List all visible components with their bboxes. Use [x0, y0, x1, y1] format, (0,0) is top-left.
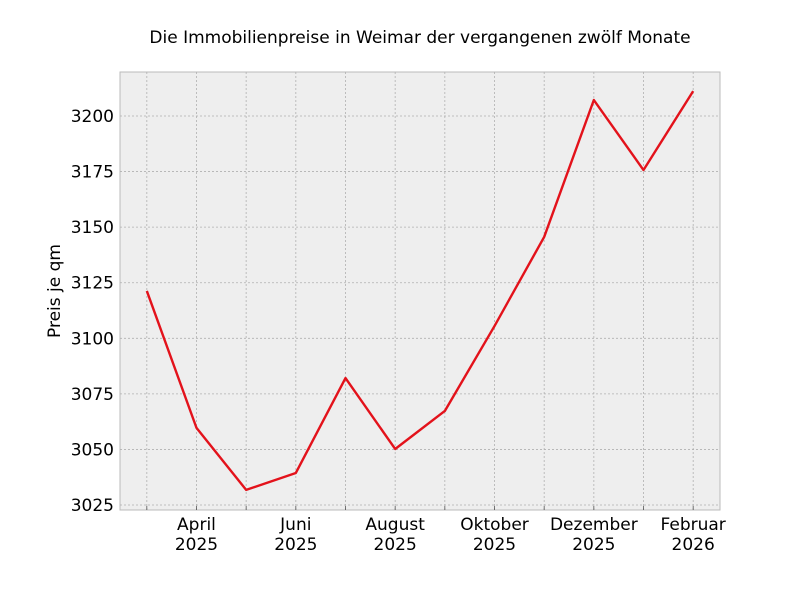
x-tick-label: Oktober	[460, 515, 529, 535]
x-tick-label-year: 2025	[175, 535, 218, 555]
y-axis-label: Preis je qm	[45, 244, 65, 338]
y-tick-label: 3025	[71, 496, 114, 516]
y-tick-label: 3175	[71, 163, 114, 183]
y-tick-label: 3150	[71, 218, 114, 238]
y-tick-label: 3125	[71, 274, 114, 294]
x-tick-label: April	[177, 515, 216, 535]
x-tick-label-year: 2025	[274, 535, 317, 555]
y-tick-label: 3050	[71, 440, 114, 460]
y-tick-label: 3075	[71, 385, 114, 405]
x-tick-label: Juni	[279, 515, 311, 535]
x-tick-label-year: 2026	[672, 535, 715, 555]
chart-title: Die Immobilienpreise in Weimar der verga…	[149, 28, 690, 48]
x-tick-label: August	[365, 515, 425, 535]
plot-area	[119, 71, 721, 511]
x-tick-label: Februar	[661, 515, 726, 535]
series-line	[145, 90, 695, 492]
y-tick-label: 3200	[71, 107, 114, 127]
x-tick-label: Dezember	[550, 515, 638, 535]
x-tick-label-year: 2025	[374, 535, 417, 555]
x-tick-label-year: 2025	[473, 535, 516, 555]
y-tick-label: 3100	[71, 329, 114, 349]
x-tick-label-year: 2025	[572, 535, 615, 555]
